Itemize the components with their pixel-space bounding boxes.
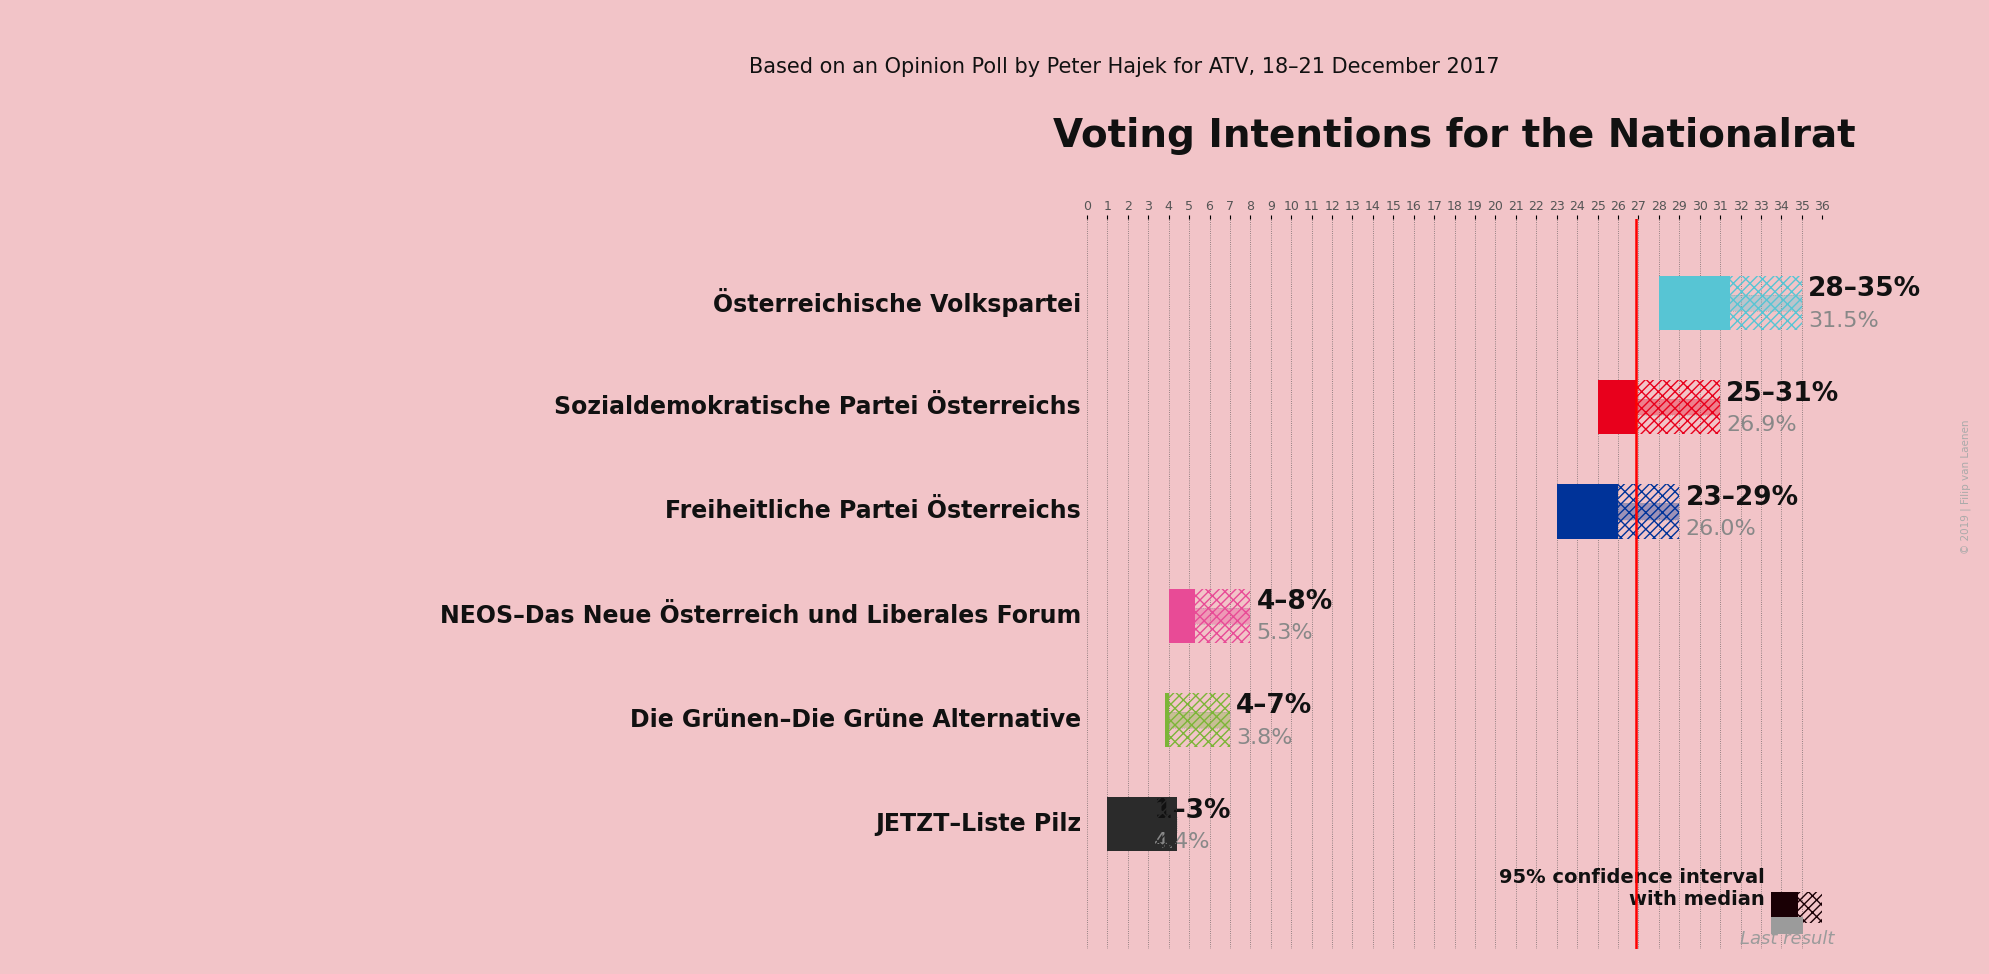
Bar bbox=[1617, 484, 1679, 539]
Bar bbox=[1635, 380, 1718, 434]
Bar bbox=[1770, 892, 1796, 923]
Text: 4–8%: 4–8% bbox=[1255, 589, 1333, 616]
Text: © 2019 | Filip van Laenen: © 2019 | Filip van Laenen bbox=[1959, 420, 1971, 554]
Text: 1–3%: 1–3% bbox=[1154, 798, 1231, 824]
Bar bbox=[1168, 712, 1229, 728]
Bar bbox=[1148, 797, 1175, 851]
Text: 3.8%: 3.8% bbox=[1235, 728, 1293, 748]
Text: Die Grünen–Die Grüne Alternative: Die Grünen–Die Grüne Alternative bbox=[629, 708, 1080, 731]
Bar bbox=[1164, 693, 1229, 747]
Text: 23–29%: 23–29% bbox=[1685, 485, 1798, 510]
Bar bbox=[1106, 816, 1175, 833]
Bar bbox=[1635, 380, 1718, 434]
Bar bbox=[1730, 276, 1800, 330]
Bar bbox=[1195, 588, 1249, 643]
Text: 26.0%: 26.0% bbox=[1685, 519, 1754, 540]
Text: 31.5%: 31.5% bbox=[1808, 311, 1878, 330]
Bar bbox=[1168, 588, 1195, 643]
Bar bbox=[1148, 797, 1175, 851]
Bar bbox=[1617, 484, 1679, 539]
Text: 95% confidence interval
with median: 95% confidence interval with median bbox=[1498, 868, 1764, 910]
Bar bbox=[1106, 797, 1175, 851]
Bar bbox=[1168, 712, 1229, 728]
Bar bbox=[1164, 693, 1229, 747]
Text: 28–35%: 28–35% bbox=[1808, 277, 1919, 302]
Bar bbox=[1597, 399, 1718, 415]
Bar bbox=[1555, 504, 1679, 519]
Title: Voting Intentions for the Nationalrat: Voting Intentions for the Nationalrat bbox=[1052, 117, 1856, 155]
Bar bbox=[1659, 295, 1800, 311]
Bar bbox=[1195, 588, 1249, 643]
Bar bbox=[1168, 608, 1249, 623]
Text: Sozialdemokratische Partei Österreichs: Sozialdemokratische Partei Österreichs bbox=[555, 395, 1080, 419]
Bar bbox=[1659, 295, 1800, 311]
Text: JETZT–Liste Pilz: JETZT–Liste Pilz bbox=[875, 812, 1080, 836]
Bar bbox=[1106, 816, 1175, 833]
Text: 5.3%: 5.3% bbox=[1255, 623, 1313, 644]
Text: 4.4%: 4.4% bbox=[1154, 832, 1209, 852]
Text: Freiheitliche Partei Österreichs: Freiheitliche Partei Österreichs bbox=[664, 500, 1080, 523]
Text: NEOS–Das Neue Österreich und Liberales Forum: NEOS–Das Neue Österreich und Liberales F… bbox=[440, 604, 1080, 627]
Bar bbox=[1168, 608, 1249, 623]
Text: Based on an Opinion Poll by Peter Hajek for ATV, 18–21 December 2017: Based on an Opinion Poll by Peter Hajek … bbox=[748, 57, 1500, 77]
Bar bbox=[1796, 892, 1824, 923]
Bar bbox=[1555, 484, 1617, 539]
Bar bbox=[1770, 917, 1802, 934]
Text: 25–31%: 25–31% bbox=[1724, 381, 1838, 406]
Bar bbox=[1659, 276, 1730, 330]
Text: Last result: Last result bbox=[1738, 930, 1834, 948]
Text: 26.9%: 26.9% bbox=[1724, 415, 1796, 434]
Bar bbox=[1597, 399, 1718, 415]
Bar bbox=[1164, 693, 1168, 747]
Text: 4–7%: 4–7% bbox=[1235, 693, 1311, 720]
Bar bbox=[1730, 276, 1800, 330]
Bar bbox=[1597, 380, 1635, 434]
Bar bbox=[1555, 504, 1679, 519]
Text: Österreichische Volkspartei: Österreichische Volkspartei bbox=[712, 288, 1080, 318]
